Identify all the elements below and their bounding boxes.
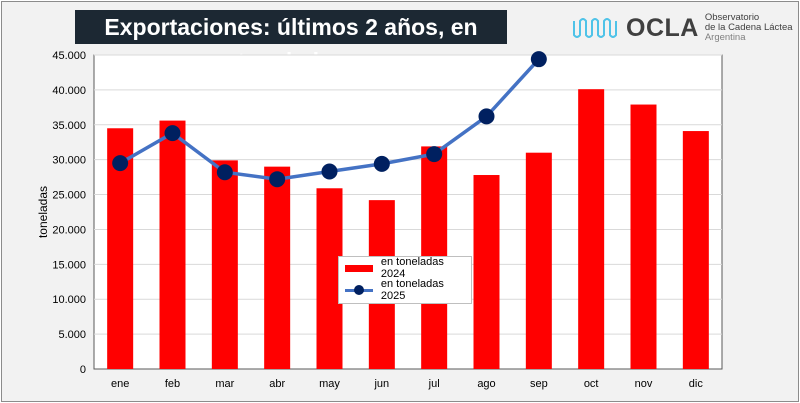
point-sep — [530, 51, 547, 68]
x-tick-label: ago — [477, 378, 495, 390]
x-tick-label: may — [319, 378, 340, 390]
y-tick-labels: 0 5.000 10.000 15.000 20.000 25.000 30.000 35.0… — [52, 50, 86, 376]
legend: en toneladas 2024 en toneladas 2025 — [338, 256, 472, 304]
x-tick-label: sep — [530, 378, 548, 390]
bar-sep — [525, 152, 552, 369]
line-2025 — [112, 51, 547, 188]
x-tick-label: abr — [269, 378, 285, 390]
gridlines — [94, 54, 722, 335]
bar-dic — [682, 131, 709, 369]
x-tick-label: mar — [215, 378, 234, 390]
x-tick-label: jul — [428, 378, 440, 390]
x-tick-label: oct — [584, 378, 599, 390]
logo-wordmark: OCLA — [626, 13, 699, 42]
bar-mar — [211, 160, 238, 369]
legend-label-2024: en toneladas 2024 — [380, 256, 444, 280]
x-tick-label: ene — [111, 378, 129, 390]
y-tick-label: 45.000 — [52, 50, 86, 62]
bar-abr — [264, 166, 291, 369]
legend-label-2025: en toneladas 2025 — [380, 278, 444, 302]
x-tick-label: jun — [373, 378, 389, 390]
x-tick-label: dic — [689, 378, 704, 390]
legend-swatch-bar — [345, 264, 373, 272]
y-tick-label: 40.000 — [52, 85, 86, 97]
x-tick-label: nov — [635, 378, 653, 390]
logo-line2: de la Cadena Láctea — [704, 22, 793, 33]
bar-oct — [578, 89, 605, 370]
bar-ago — [473, 175, 500, 369]
y-tick-label: 15.000 — [52, 259, 86, 271]
bar-feb — [159, 120, 186, 369]
point-ene — [112, 155, 129, 172]
x-tick-labels: ene feb mar abr may jun jul ago sep oct nov dic — [111, 378, 703, 390]
ocla-wave-icon — [573, 18, 617, 38]
y-tick-label: 0 — [80, 364, 86, 376]
logo-line3: Argentina — [704, 32, 746, 43]
y-tick-label: 25.000 — [52, 190, 86, 202]
plot-area — [93, 54, 723, 370]
y-tick-label: 30.000 — [52, 155, 86, 167]
logo-subtitle: Observatorio de la Cadena Láctea Argenti… — [705, 13, 793, 43]
ocla-logo: OCLA Observatorio de la Cadena Láctea Ar… — [572, 12, 793, 44]
point-abr — [269, 171, 286, 188]
x-tick-label: feb — [165, 378, 180, 390]
y-axis-label: toneladas — [36, 186, 50, 238]
legend-item-2025: en toneladas 2025 — [339, 278, 471, 302]
point-may — [321, 163, 338, 180]
y-tick-label: 10.000 — [52, 294, 86, 306]
bar-nov — [630, 104, 657, 369]
y-tick-label: 20.000 — [52, 224, 86, 236]
point-jun — [373, 155, 390, 172]
point-jul — [426, 146, 443, 163]
point-feb — [164, 125, 181, 142]
point-mar — [216, 164, 233, 181]
point-ago — [478, 108, 495, 125]
logo-line1: Observatorio — [704, 12, 760, 23]
legend-item-2024: en toneladas 2024 — [339, 256, 471, 280]
y-tick-label: 35.000 — [52, 120, 86, 132]
y-tick-label: 5.000 — [58, 329, 86, 341]
legend-swatch-line — [345, 285, 373, 295]
